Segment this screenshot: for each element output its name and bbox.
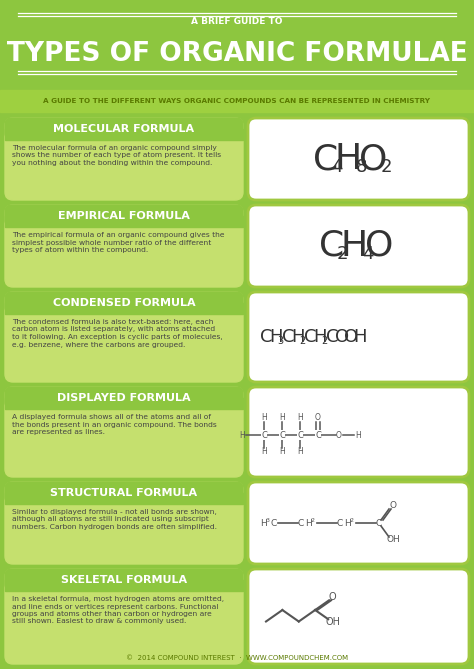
Text: H: H [297, 448, 303, 456]
FancyBboxPatch shape [5, 482, 243, 564]
FancyBboxPatch shape [5, 482, 243, 504]
Text: O: O [365, 229, 394, 263]
Text: O: O [344, 328, 358, 346]
Text: O: O [336, 430, 342, 440]
Text: A GUIDE TO THE DIFFERENT WAYS ORGANIC COMPOUNDS CAN BE REPRESENTED IN CHEMISTRY: A GUIDE TO THE DIFFERENT WAYS ORGANIC CO… [44, 98, 430, 104]
Text: O: O [390, 502, 396, 510]
FancyBboxPatch shape [5, 292, 243, 382]
Text: H: H [260, 518, 267, 527]
Text: O: O [315, 413, 321, 423]
Text: H: H [313, 328, 327, 346]
Text: C: C [337, 518, 343, 527]
Text: C: C [260, 328, 273, 346]
FancyBboxPatch shape [248, 205, 469, 287]
Text: O: O [335, 328, 349, 346]
Bar [5, 493, 243, 504]
Bar [0, 0, 474, 90]
FancyBboxPatch shape [5, 292, 243, 314]
Text: C: C [315, 430, 321, 440]
Text: H: H [305, 518, 312, 527]
Text: • TYPES OF ORGANIC FORMULAE •: • TYPES OF ORGANIC FORMULAE • [0, 41, 474, 67]
Text: 2: 2 [299, 336, 305, 346]
Text: CONDENSED FORMULA: CONDENSED FORMULA [53, 298, 195, 308]
FancyBboxPatch shape [5, 118, 243, 200]
Bar [5, 216, 243, 227]
Text: 3: 3 [277, 336, 283, 346]
Text: OH: OH [386, 535, 400, 545]
FancyBboxPatch shape [5, 387, 243, 477]
Text: C: C [261, 430, 267, 440]
Text: H: H [261, 448, 267, 456]
Text: 2: 2 [381, 158, 392, 176]
Text: ©  2014 COMPOUND INTEREST  ·  WWW.COMPOUNDCHEM.COM: © 2014 COMPOUND INTEREST · WWW.COMPOUNDC… [126, 655, 348, 661]
Text: In a skeletal formula, most hydrogen atoms are omitted,
and line ends or vertice: In a skeletal formula, most hydrogen ato… [12, 596, 224, 624]
Bar [5, 398, 243, 409]
Text: H: H [261, 413, 267, 423]
Bar [5, 303, 243, 314]
Text: 4: 4 [331, 158, 342, 176]
Text: MOLECULAR FORMULA: MOLECULAR FORMULA [54, 124, 194, 134]
Text: C: C [326, 328, 338, 346]
Bar [0, 90, 474, 112]
Text: 3: 3 [266, 518, 270, 523]
FancyBboxPatch shape [248, 387, 469, 477]
FancyBboxPatch shape [248, 569, 469, 664]
Text: 2: 2 [350, 518, 354, 523]
Text: 4: 4 [362, 245, 373, 263]
Text: STRUCTURAL FORMULA: STRUCTURAL FORMULA [50, 488, 198, 498]
Text: OH: OH [325, 617, 340, 628]
Text: H: H [279, 413, 285, 423]
Text: C: C [279, 430, 285, 440]
Text: The condensed formula is also text-based: here, each
carbon atom is listed separ: The condensed formula is also text-based… [12, 319, 223, 347]
Text: H: H [279, 448, 285, 456]
Text: DISPLAYED FORMULA: DISPLAYED FORMULA [57, 393, 191, 403]
Text: H: H [355, 430, 361, 440]
Text: 8: 8 [356, 158, 367, 176]
Text: Similar to displayed formula - not all bonds are shown,
although all atoms are s: Similar to displayed formula - not all b… [12, 509, 217, 530]
Text: SKELETAL FORMULA: SKELETAL FORMULA [61, 575, 187, 585]
Text: The empirical formula of an organic compound gives the
simplest possible whole n: The empirical formula of an organic comp… [12, 232, 225, 253]
Text: C: C [297, 430, 303, 440]
Text: C: C [298, 518, 304, 527]
Text: 2: 2 [321, 336, 327, 346]
Text: H: H [291, 328, 304, 346]
Text: C: C [313, 142, 338, 176]
FancyBboxPatch shape [248, 118, 469, 200]
Text: 2: 2 [311, 518, 315, 523]
Text: H: H [344, 518, 351, 527]
Text: C: C [319, 229, 344, 263]
FancyBboxPatch shape [5, 387, 243, 409]
Text: H: H [239, 430, 245, 440]
Text: H: H [341, 229, 368, 263]
Text: C: C [271, 518, 277, 527]
Text: C: C [376, 518, 382, 527]
Text: The molecular formula of an organic compound simply
shows the number of each typ: The molecular formula of an organic comp… [12, 145, 221, 166]
FancyBboxPatch shape [5, 118, 243, 140]
FancyBboxPatch shape [5, 205, 243, 287]
Text: H: H [269, 328, 283, 346]
Text: A displayed formula shows all of the atoms and all of
the bonds present in an or: A displayed formula shows all of the ato… [12, 414, 217, 435]
FancyBboxPatch shape [5, 569, 243, 591]
Text: C: C [282, 328, 294, 346]
Bar [5, 129, 243, 140]
FancyBboxPatch shape [248, 292, 469, 382]
Text: O: O [328, 591, 336, 601]
Text: A BRIEF GUIDE TO: A BRIEF GUIDE TO [191, 17, 283, 27]
Text: H: H [335, 142, 362, 176]
Bar [5, 580, 243, 591]
Text: EMPIRICAL FORMULA: EMPIRICAL FORMULA [58, 211, 190, 221]
Text: H: H [353, 328, 366, 346]
Text: C: C [304, 328, 317, 346]
FancyBboxPatch shape [5, 569, 243, 664]
Text: 2: 2 [337, 245, 348, 263]
Text: H: H [297, 413, 303, 423]
FancyBboxPatch shape [248, 482, 469, 564]
FancyBboxPatch shape [5, 205, 243, 227]
Text: O: O [359, 142, 388, 176]
